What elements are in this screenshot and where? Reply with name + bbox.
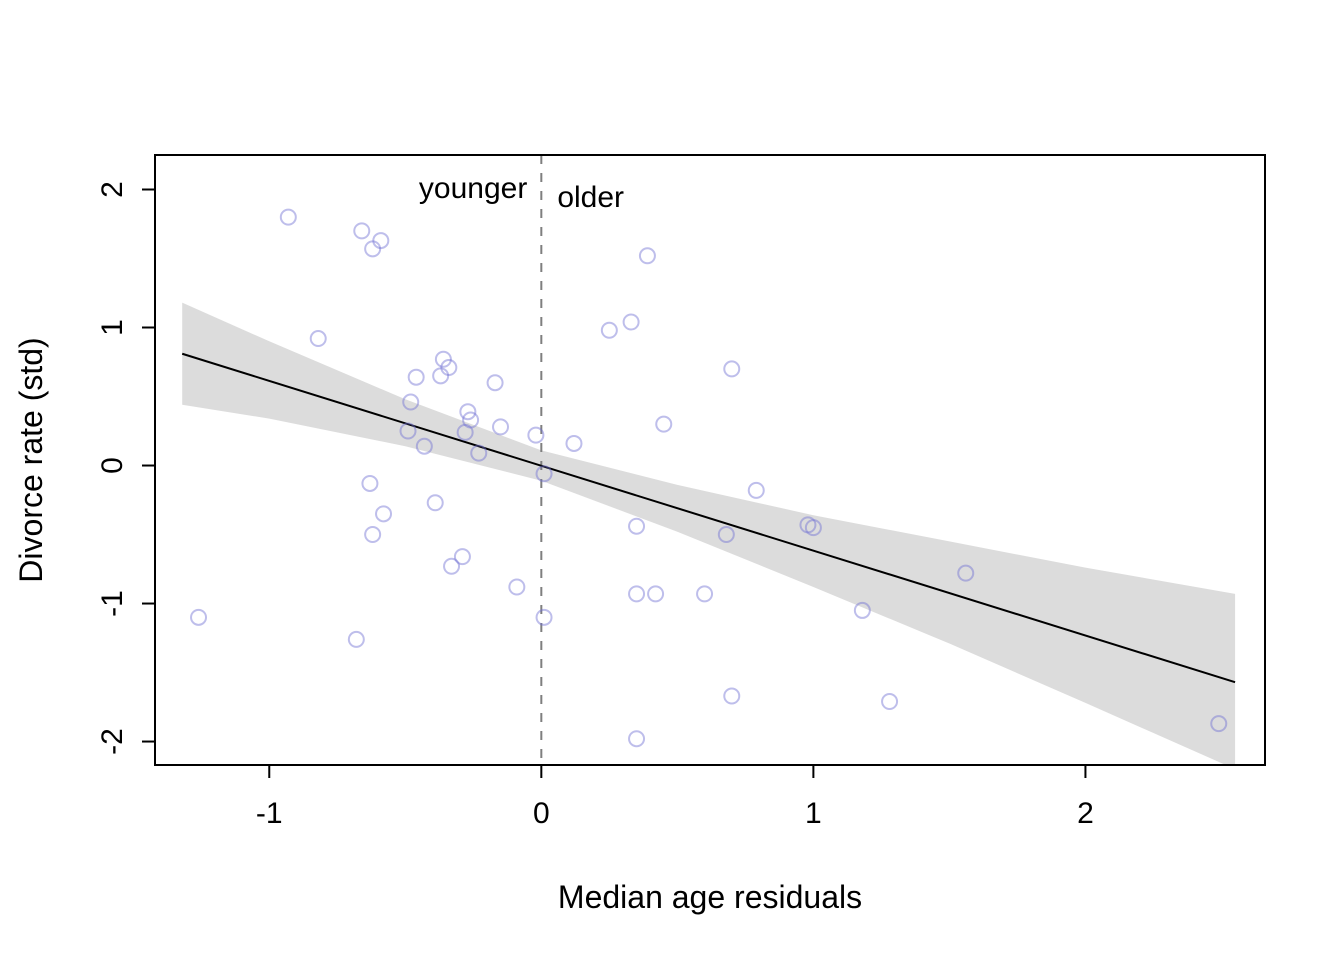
x-axis-title: Median age residuals [558,879,862,915]
data-point [426,494,444,512]
data-point [655,415,673,433]
data-point [957,564,975,582]
data-point [361,474,379,492]
data-point [456,423,474,441]
data-point [470,444,488,462]
data-point [190,608,208,626]
data-points-layer [190,208,1228,748]
data-point [628,517,646,535]
data-point [347,630,365,648]
data-point [622,313,640,331]
axes-layer: -1 0 1 2 -2 -1 0 1 2 [96,154,1266,830]
data-point [353,222,371,240]
x-tick-label: 0 [533,797,550,830]
data-point [628,730,646,748]
data-point [432,367,450,385]
data-point [407,368,425,386]
data-point [508,578,526,596]
fit-line [181,352,1236,684]
data-point [723,360,741,378]
data-point [600,321,618,339]
data-point [375,505,393,523]
data-point [415,437,433,455]
data-point [638,247,656,265]
data-point [628,585,646,603]
data-point [723,687,741,705]
data-point [696,585,714,603]
data-point [399,422,417,440]
data-point [535,465,553,483]
y-tick-label: -2 [96,728,129,755]
y-tick-label: 1 [96,319,129,336]
confidence-band-area [182,302,1236,765]
data-point [372,232,390,250]
y-tick-label: -1 [96,590,129,617]
data-point [565,434,583,452]
x-tick-label: -1 [256,797,283,830]
annotation-younger: younger [419,172,527,205]
data-point [279,208,297,226]
data-point [434,350,452,368]
data-point [804,519,822,537]
y-axis-title: Divorce rate (std) [13,337,49,582]
data-point [535,608,553,626]
data-point [486,374,504,392]
data-point [459,403,477,421]
regression-line-layer [181,352,1236,684]
data-point [747,481,765,499]
data-point [881,693,899,711]
data-point [647,585,665,603]
data-point [440,359,458,377]
y-tick-label: 2 [96,181,129,198]
y-tick-label: 0 [96,457,129,474]
data-point [462,411,480,429]
data-point [364,526,382,544]
annotation-older: older [557,181,624,214]
confidence-band-layer [182,302,1236,765]
data-point [492,418,510,436]
data-point [527,426,545,444]
data-point [402,393,420,411]
data-point [364,240,382,258]
x-tick-label: 1 [805,797,822,830]
data-point [443,557,461,575]
data-point [309,330,327,348]
x-tick-label: 2 [1077,797,1094,830]
plot-box [154,154,1266,766]
data-point [799,516,817,534]
data-point [717,526,735,544]
data-point [853,601,871,619]
data-point [1210,715,1228,733]
data-point [453,548,471,566]
